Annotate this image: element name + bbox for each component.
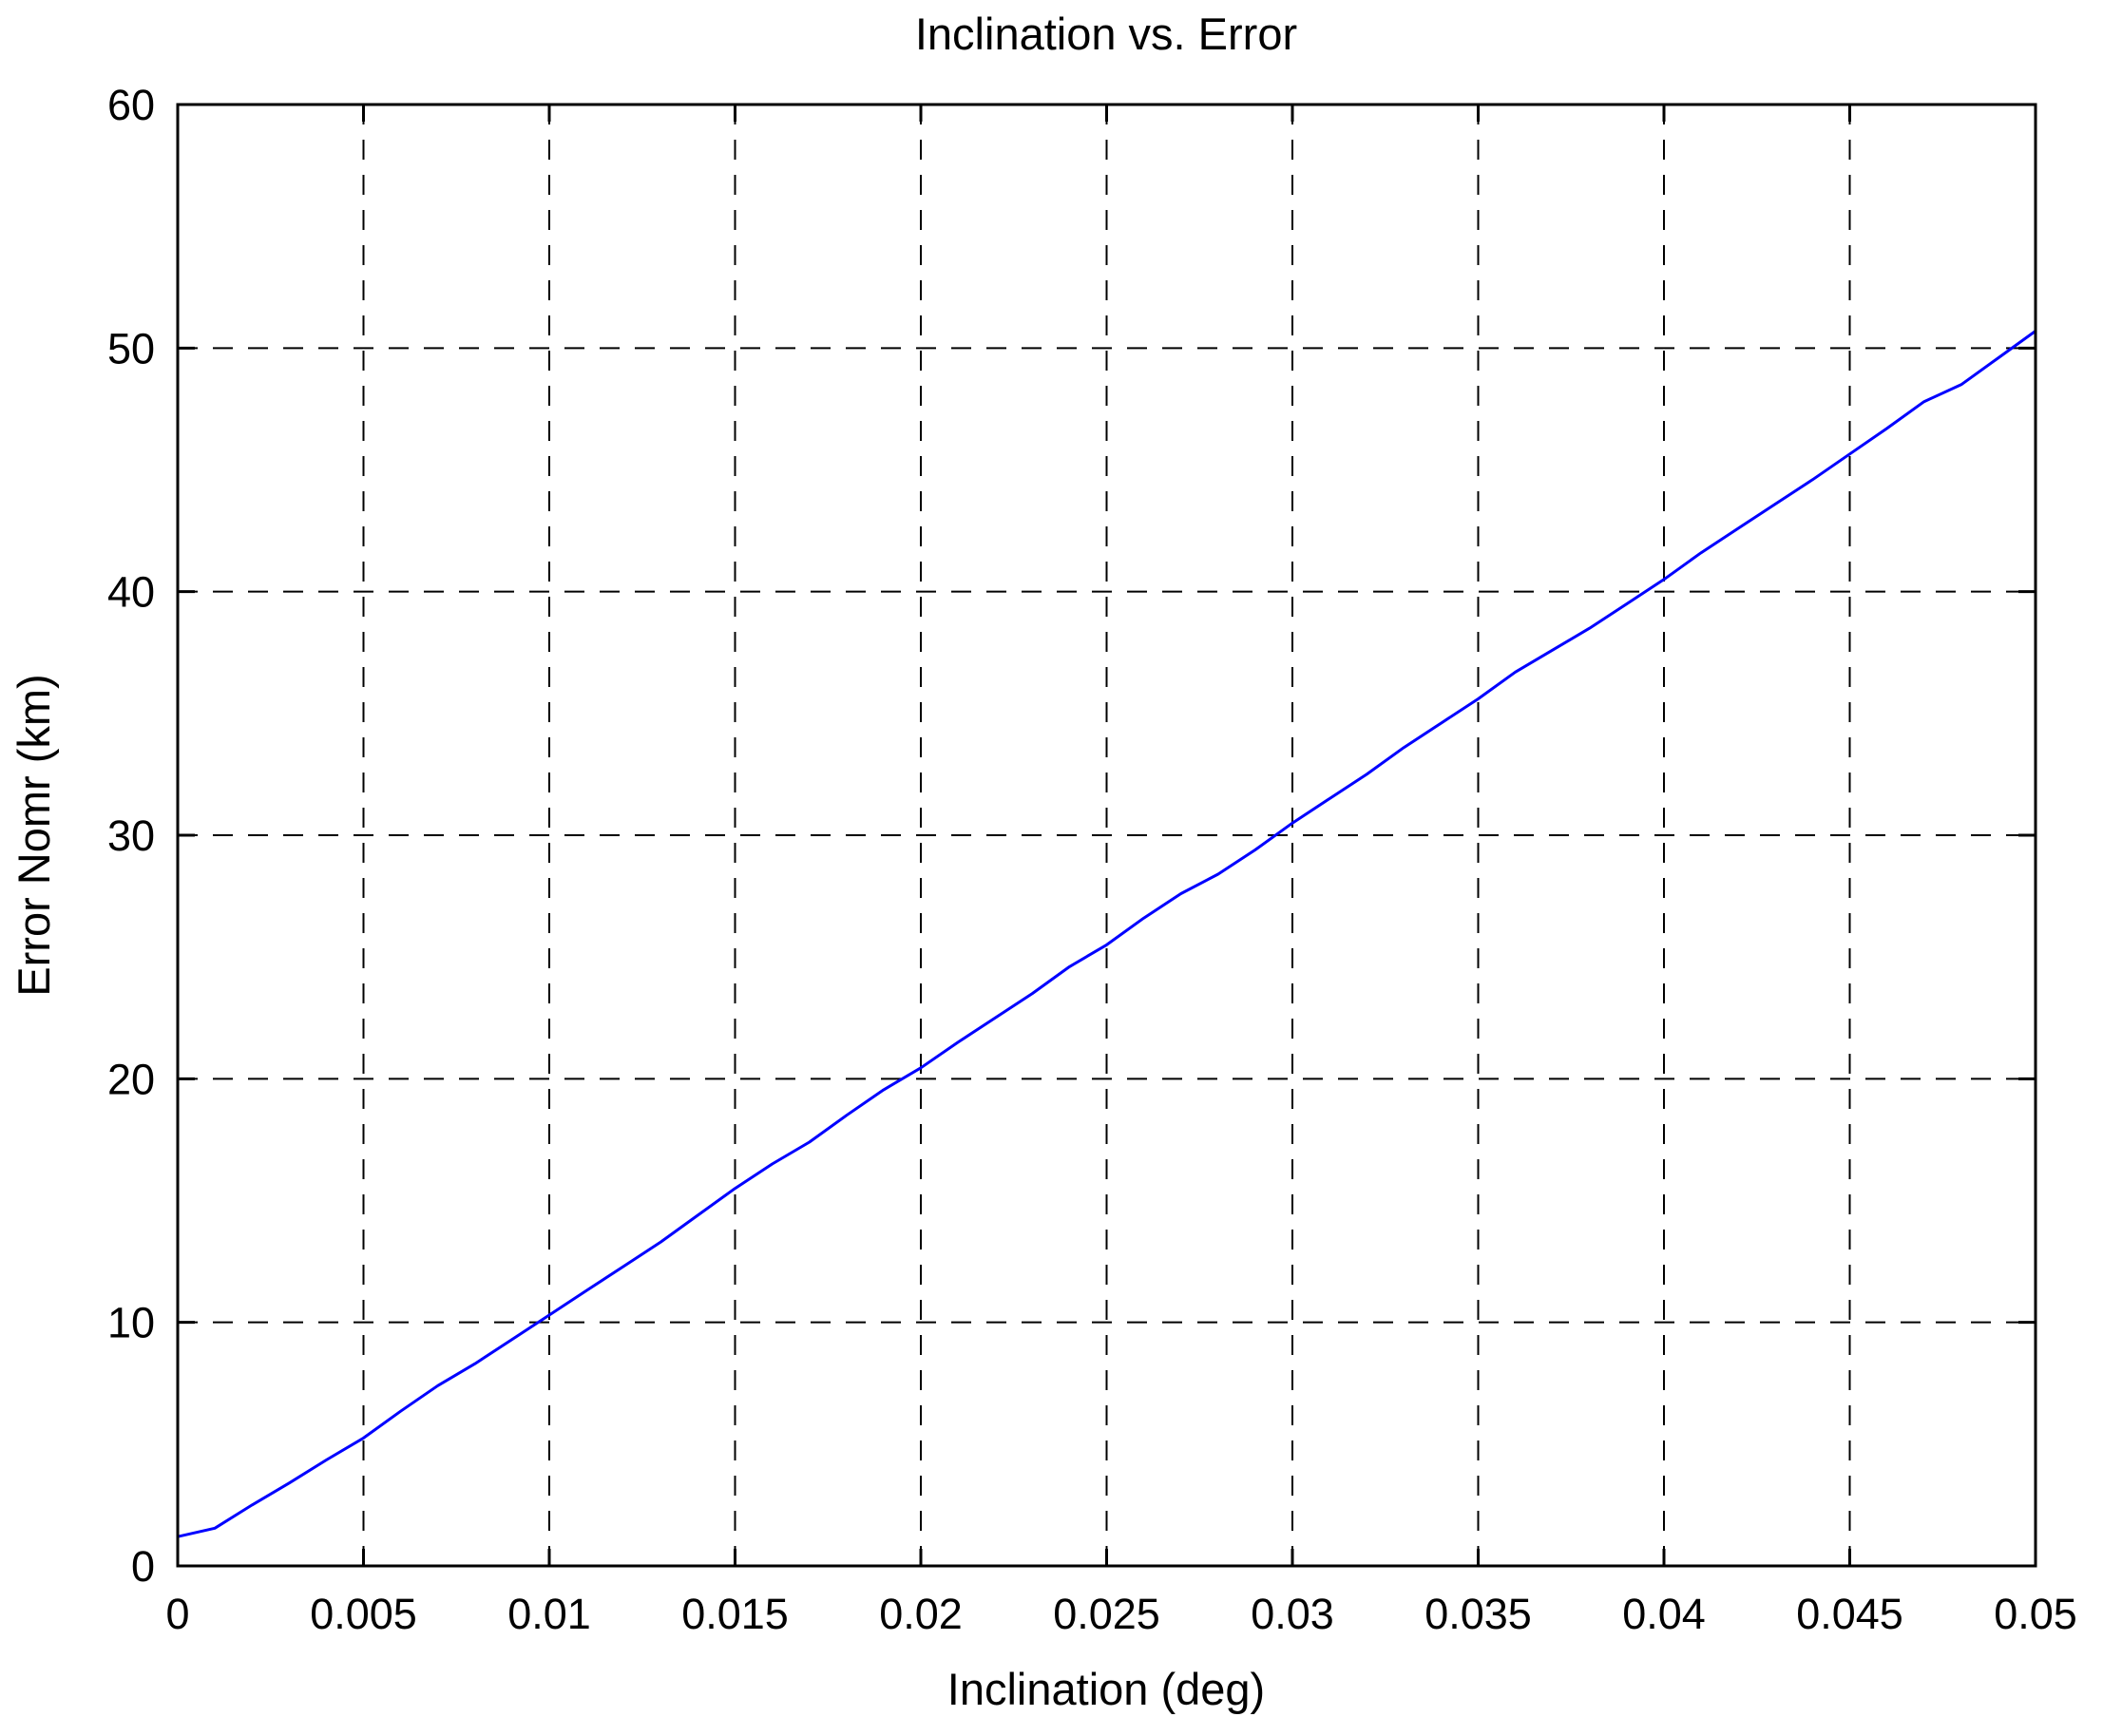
plot-border xyxy=(176,103,2037,1568)
chart-title: Inclination vs. Error xyxy=(915,9,1297,59)
x-tick-label: 0.04 xyxy=(1622,1590,1706,1638)
x-tick-label: 0 xyxy=(165,1590,189,1638)
x-tick-label: 0.015 xyxy=(681,1590,789,1638)
y-tick-label: 40 xyxy=(107,568,155,617)
x-tick-labels: 0 0.005 0.01 0.015 0.02 0.025 0.03 0.035 0.04 0.0… xyxy=(165,1590,2076,1638)
x-tick-label: 0.05 xyxy=(1994,1590,2077,1638)
data-curve xyxy=(176,329,2037,1538)
y-axis-label: Error Nomr (km) xyxy=(9,674,59,996)
x-tick-label: 0.01 xyxy=(507,1590,591,1638)
y-tick-labels: 0 10 20 30 40 50 60 xyxy=(107,81,155,1591)
y-tick-label: 0 xyxy=(131,1542,155,1591)
x-tick-label: 0.02 xyxy=(879,1590,963,1638)
x-axis-label: Inclination (deg) xyxy=(947,1664,1265,1714)
y-tick-label: 20 xyxy=(107,1055,155,1103)
x-tick-label: 0.045 xyxy=(1796,1590,1903,1638)
x-tick-label: 0.03 xyxy=(1251,1590,1334,1638)
y-tick-label: 30 xyxy=(107,811,155,860)
x-tick-label: 0.025 xyxy=(1053,1590,1160,1638)
x-tick-label: 0.035 xyxy=(1424,1590,1532,1638)
x-tick-label: 0.005 xyxy=(310,1590,417,1638)
y-tick-label: 50 xyxy=(107,324,155,372)
y-tick-label: 10 xyxy=(107,1299,155,1347)
grid-layer xyxy=(178,105,2036,1566)
y-tick-label: 60 xyxy=(107,81,155,129)
curve-layer xyxy=(176,329,2037,1538)
